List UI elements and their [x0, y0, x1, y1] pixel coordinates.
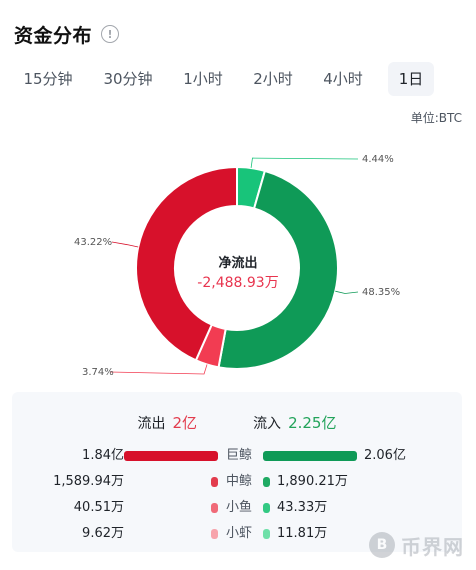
inflow-bar	[263, 477, 270, 487]
category-label: 小虾	[226, 526, 253, 541]
watermark-logo: B	[369, 532, 395, 558]
outflow-total: 2亿	[172, 414, 198, 432]
donut-slice[interactable]	[217, 169, 339, 370]
row-small-fish: 40.51万 小鱼 43.33万	[12, 498, 462, 518]
outflow-bar	[124, 451, 218, 461]
inflow-label: 流入	[253, 416, 282, 432]
leader-line	[335, 290, 359, 294]
inflow-value: 11.81万	[277, 526, 328, 541]
tab-1h[interactable]: 1小时	[183, 70, 223, 88]
tab-2h[interactable]: 2小时	[253, 70, 293, 88]
outflow-bar	[211, 529, 218, 539]
outflow-value: 1,589.94万	[53, 474, 124, 489]
inflow-bar	[263, 451, 357, 461]
inflow-total: 2.25亿	[288, 414, 337, 432]
tab-30m[interactable]: 30分钟	[103, 70, 153, 88]
pct-label-outflow-small: 3.74%	[82, 367, 114, 378]
outflow-value: 9.62万	[82, 526, 124, 541]
leader-line	[111, 241, 139, 248]
pct-label-inflow-large: 48.35%	[362, 287, 401, 298]
tab-1d[interactable]: 1日	[388, 62, 434, 96]
inflow-value: 43.33万	[277, 500, 328, 515]
flow-summary: 流出 2亿 流入 2.25亿	[12, 412, 462, 432]
category-label: 中鲸	[226, 474, 253, 489]
tab-15m[interactable]: 15分钟	[23, 70, 73, 88]
watermark-text: 币界网	[401, 534, 464, 559]
leader-line	[250, 157, 359, 169]
flow-breakdown-panel: 流出 2亿 流入 2.25亿 1.84亿 巨鲸 2.06亿 1,589.94万 …	[12, 392, 462, 552]
inflow-bar	[263, 529, 270, 539]
donut-chart	[109, 157, 359, 375]
outflow-value: 40.51万	[73, 500, 124, 515]
timeframe-tabs: 15分钟 30分钟 1小时 2小时 4小时 1日	[12, 62, 452, 96]
info-icon[interactable]: !	[101, 25, 120, 43]
row-mid-whale: 1,589.94万 中鲸 1,890.21万	[12, 472, 462, 492]
donut-slice[interactable]	[135, 165, 238, 362]
net-flow-value: -2,488.93万	[197, 275, 279, 291]
row-shrimp: 9.62万 小虾 11.81万	[12, 524, 462, 544]
outflow-bar	[211, 503, 218, 513]
category-label: 巨鲸	[226, 448, 253, 463]
inflow-bar	[263, 503, 270, 513]
outflow-label: 流出	[137, 416, 166, 432]
pct-label-inflow-small: 4.44%	[362, 154, 394, 165]
page-title: 资金分布	[14, 24, 93, 47]
inflow-value: 1,890.21万	[277, 474, 348, 489]
pct-label-outflow-large: 43.22%	[74, 237, 113, 248]
row-whale: 1.84亿 巨鲸 2.06亿	[12, 446, 462, 466]
fund-distribution-chart: 4.44% 48.35% 3.74% 43.22% 净流出 -2,488.93万	[0, 130, 476, 392]
watermark: B 币界网	[369, 530, 464, 560]
category-label: 小鱼	[226, 500, 253, 515]
inflow-value: 2.06亿	[364, 448, 406, 463]
leader-line	[109, 364, 208, 375]
outflow-value: 1.84亿	[82, 448, 124, 463]
section-header: 资金分布 !	[14, 20, 120, 48]
outflow-bar	[211, 477, 218, 487]
unit-label: 单位:BTC	[410, 111, 462, 125]
tab-4h[interactable]: 4小时	[323, 70, 363, 88]
net-flow-title: 净流出	[218, 256, 258, 271]
